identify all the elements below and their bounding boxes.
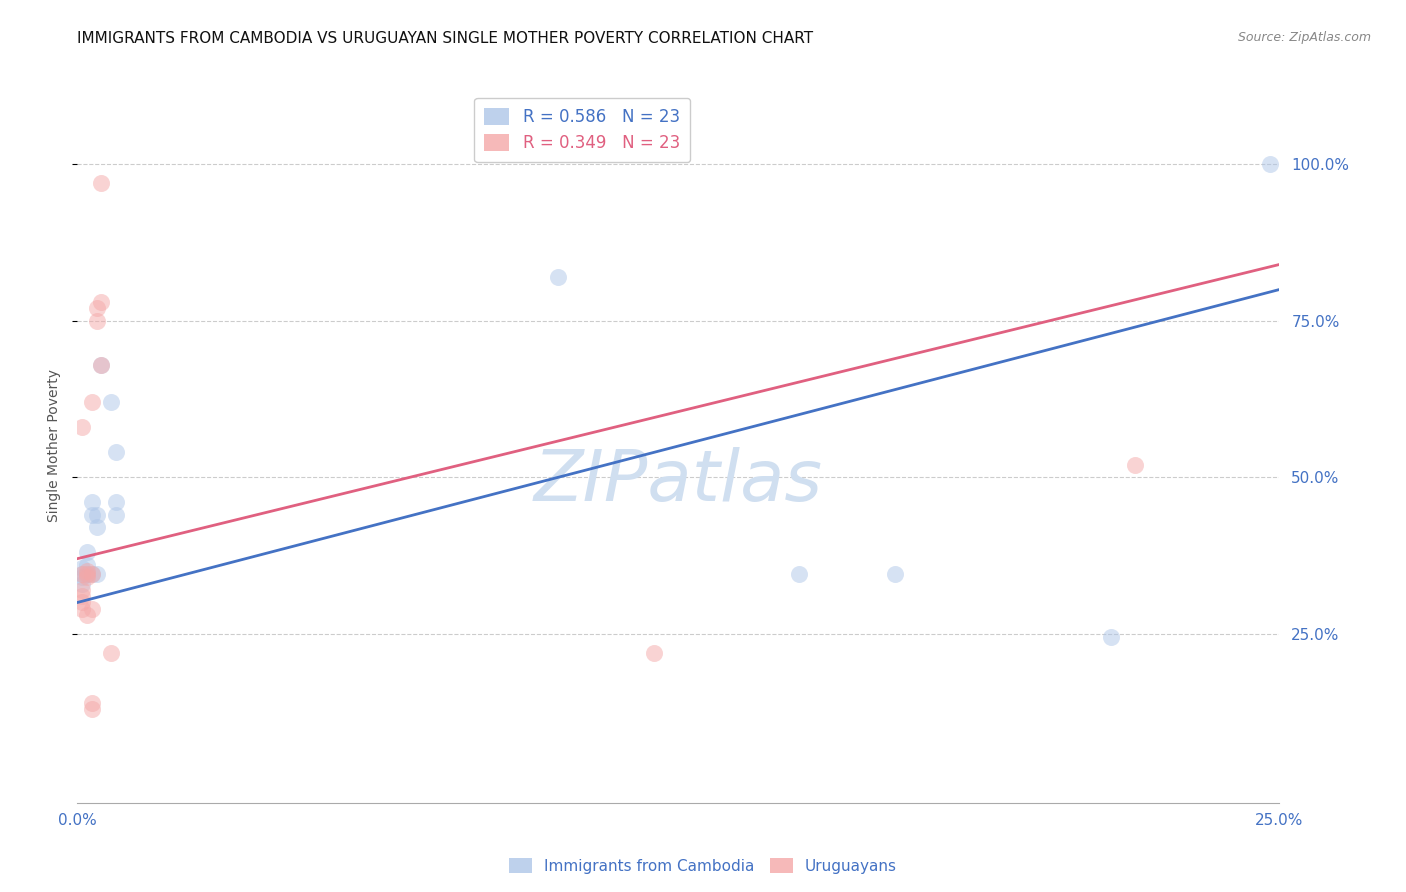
- Point: [70, 561, 93, 575]
- Point: [86, 301, 108, 316]
- Point: [70, 576, 93, 591]
- Point: [80, 567, 103, 582]
- Y-axis label: Single Mother Poverty: Single Mother Poverty: [46, 369, 60, 523]
- Point: [100, 395, 122, 409]
- Point: [1123, 458, 1146, 472]
- Point: [76, 564, 98, 578]
- Point: [76, 607, 98, 622]
- Point: [90, 295, 112, 310]
- Point: [70, 567, 93, 582]
- Point: [76, 567, 98, 582]
- Point: [70, 570, 93, 584]
- Point: [104, 508, 127, 522]
- Point: [1258, 157, 1281, 171]
- Text: ZIPatlas: ZIPatlas: [534, 447, 823, 516]
- Point: [80, 395, 103, 409]
- Point: [90, 176, 112, 190]
- Point: [76, 570, 98, 584]
- Point: [643, 646, 665, 660]
- Point: [70, 589, 93, 603]
- Point: [70, 567, 93, 582]
- Text: Source: ZipAtlas.com: Source: ZipAtlas.com: [1237, 31, 1371, 45]
- Point: [80, 601, 103, 615]
- Point: [80, 696, 103, 710]
- Point: [70, 582, 93, 597]
- Legend: Immigrants from Cambodia, Uruguayans: Immigrants from Cambodia, Uruguayans: [503, 852, 903, 880]
- Point: [80, 567, 103, 582]
- Point: [70, 595, 93, 609]
- Point: [70, 601, 93, 615]
- Point: [104, 445, 127, 459]
- Point: [86, 314, 108, 328]
- Point: [90, 358, 112, 372]
- Point: [80, 508, 103, 522]
- Point: [76, 558, 98, 572]
- Point: [76, 567, 98, 582]
- Point: [104, 495, 127, 509]
- Text: IMMIGRANTS FROM CAMBODIA VS URUGUAYAN SINGLE MOTHER POVERTY CORRELATION CHART: IMMIGRANTS FROM CAMBODIA VS URUGUAYAN SI…: [77, 31, 814, 46]
- Point: [90, 358, 112, 372]
- Point: [86, 508, 108, 522]
- Point: [70, 420, 93, 434]
- Point: [547, 270, 569, 285]
- Legend: R = 0.586   N = 23, R = 0.349   N = 23: R = 0.586 N = 23, R = 0.349 N = 23: [474, 97, 690, 162]
- Point: [100, 646, 122, 660]
- Point: [1099, 630, 1122, 644]
- Point: [86, 520, 108, 534]
- Point: [80, 702, 103, 716]
- Point: [787, 567, 810, 582]
- Point: [76, 545, 98, 559]
- Point: [883, 567, 905, 582]
- Point: [86, 567, 108, 582]
- Point: [80, 495, 103, 509]
